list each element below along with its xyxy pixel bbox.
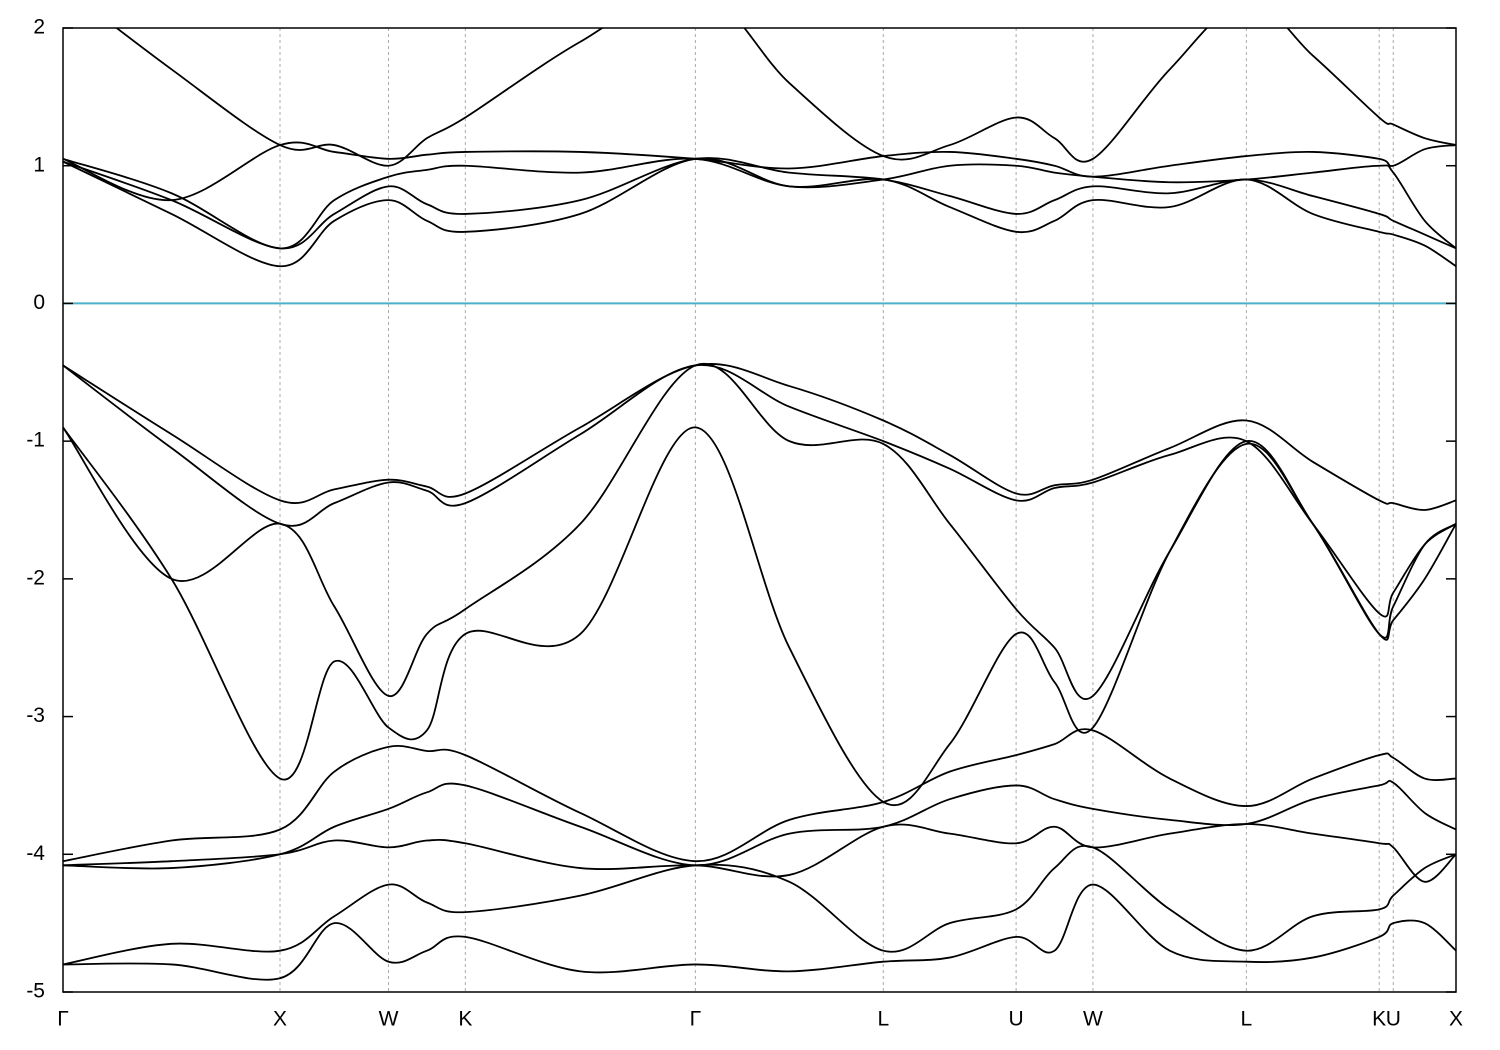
band-line (63, 157, 1456, 250)
x-tick-label: W (379, 1008, 399, 1031)
y-tick-label: 1 (33, 153, 45, 176)
x-tick-label: Γ (690, 1008, 702, 1031)
band-line (63, 844, 1456, 966)
band-line (63, 426, 1456, 806)
y-tick-label: 0 (33, 291, 45, 314)
y-tick-label: -4 (26, 842, 45, 865)
y-tick-label: -5 (26, 980, 45, 1003)
band-line (63, 728, 1456, 863)
x-tick-label: Γ (57, 1008, 69, 1031)
x-tick-label: W (1083, 1008, 1103, 1031)
x-tick-label: L (877, 1008, 889, 1031)
band-line (63, 141, 1456, 202)
x-tick-label: U (1386, 1008, 1401, 1031)
x-tick-label: U (1009, 1008, 1024, 1031)
band-line (63, 364, 1456, 618)
band-line (63, 157, 1456, 250)
grid (62, 28, 1457, 992)
band-line (63, 883, 1456, 981)
x-tick-label: X (273, 1008, 287, 1031)
y-tick-label: -3 (26, 704, 45, 727)
band-line (115, 28, 1456, 167)
x-tick-label: X (1449, 1008, 1463, 1031)
x-tick-label: K (1372, 1008, 1386, 1031)
band-line (63, 363, 1456, 511)
x-tick-label: L (1241, 1008, 1253, 1031)
plot-frame (62, 27, 1457, 993)
band-line (63, 157, 1456, 268)
y-tick-label: 2 (33, 16, 45, 39)
bands (63, 28, 1456, 981)
x-tick-label: K (458, 1008, 472, 1031)
band-line (63, 362, 1456, 700)
y-tick-label: -2 (26, 566, 45, 589)
y-tick-label: -1 (26, 429, 45, 452)
band-line (63, 823, 1456, 883)
